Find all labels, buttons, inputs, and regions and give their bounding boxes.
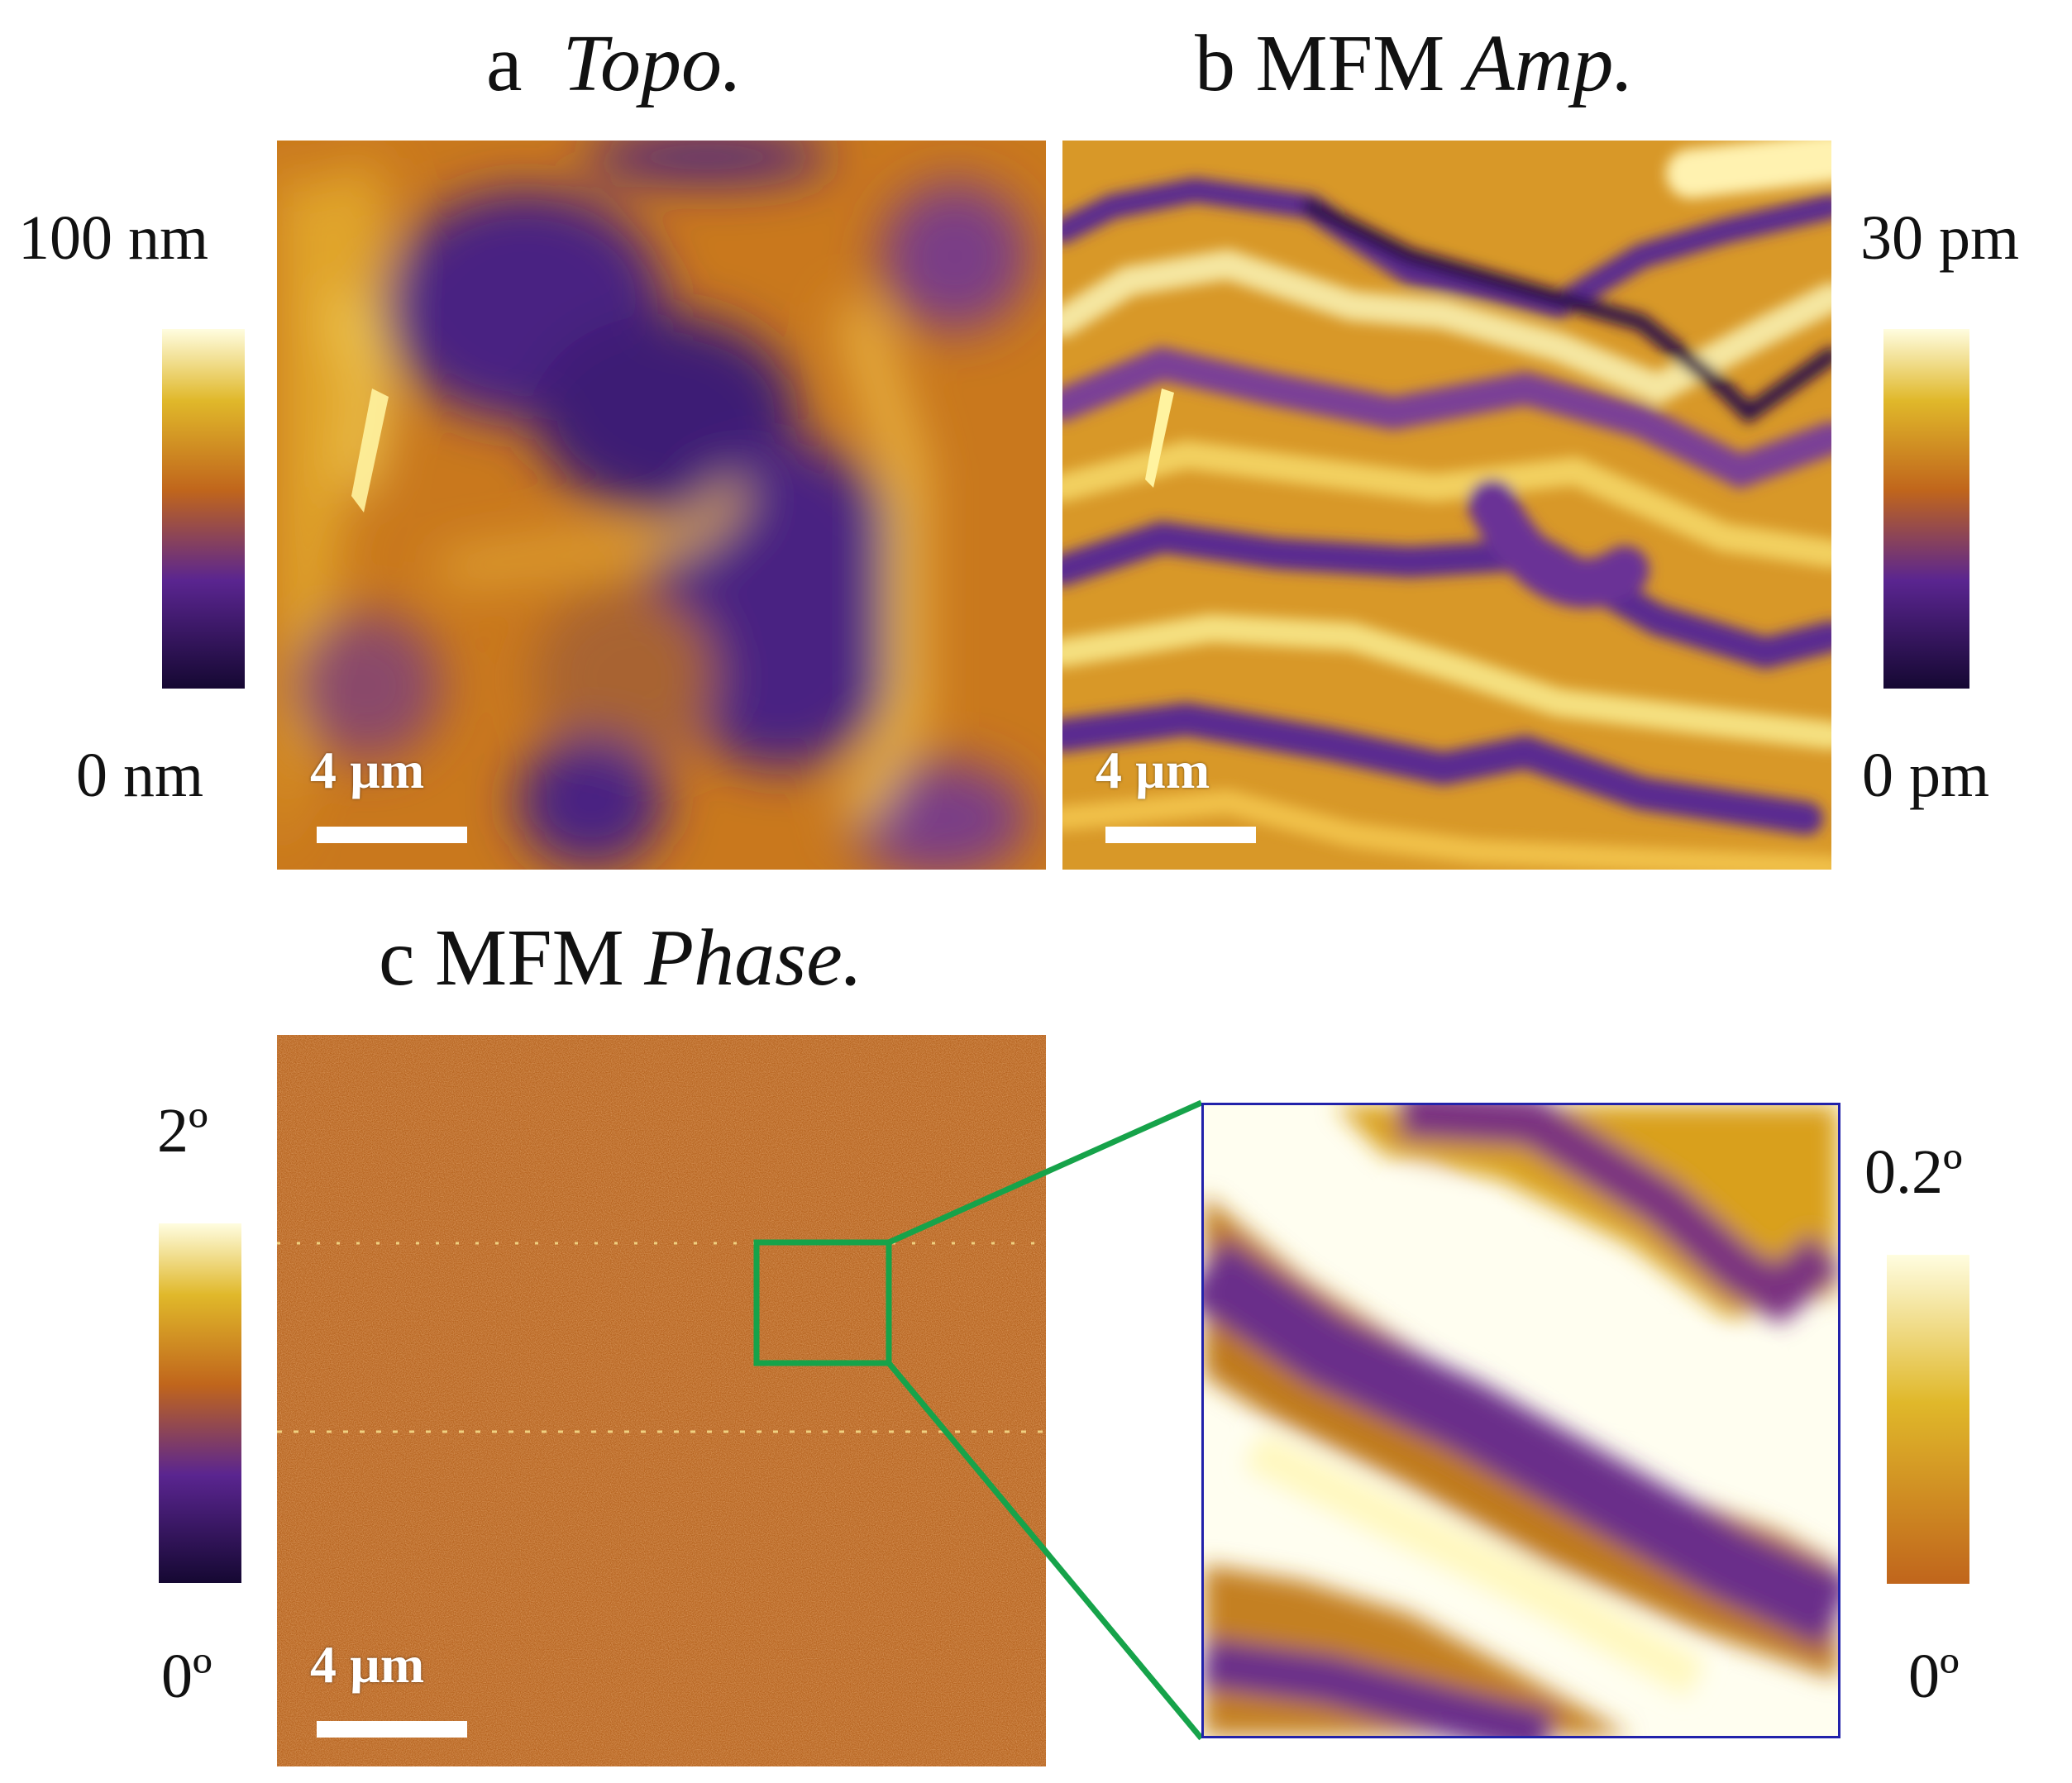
panel-c-scalebar-label: 4 µm <box>310 1635 425 1694</box>
panel-a-letter: a <box>486 19 523 108</box>
panel-b-title: b MFM Amp. <box>1195 23 1634 104</box>
panel-c-colorbar <box>159 1223 241 1583</box>
panel-b-scalebar <box>1105 827 1256 843</box>
panel-b-amplitude-image: 4 µm <box>1062 141 1831 870</box>
inset-colorbar-min: 0º <box>1908 1642 1960 1711</box>
inset-colorbar-max: 0.2º <box>1864 1137 1963 1207</box>
panel-a-topography-image: 4 µm <box>277 141 1046 870</box>
panel-c-colorbar-min: 0º <box>161 1642 212 1711</box>
panel-c-colorbar-max: 2º <box>157 1096 208 1166</box>
panel-c-scalebar <box>317 1721 467 1738</box>
panel-c-letter: c <box>379 913 415 1003</box>
panel-c-title-text: Phase. <box>644 913 863 1003</box>
panel-a-scalebar-label: 4 µm <box>310 741 425 799</box>
panel-a-title: a Topo. <box>486 23 742 104</box>
panel-c-prefix: MFM <box>435 913 624 1003</box>
panel-a-colorbar-max: 100 nm <box>18 203 209 273</box>
panel-a-scalebar <box>317 827 467 843</box>
panel-b-title-text: Amp. <box>1464 19 1634 108</box>
panel-b-colorbar-min: 0 pm <box>1862 741 1990 810</box>
panel-b-prefix: MFM <box>1255 19 1445 108</box>
panel-b-colorbar-max: 30 pm <box>1860 203 2020 273</box>
panel-b-scalebar-label: 4 µm <box>1096 741 1210 799</box>
panel-c-title: c MFM Phase. <box>379 918 862 999</box>
panel-a-colorbar <box>162 329 245 689</box>
panel-b-colorbar <box>1883 329 1969 689</box>
inset-colorbar <box>1887 1255 1969 1584</box>
panel-c-phase-image: 4 µm <box>277 1035 1046 1766</box>
panel-a-title-text: Topo. <box>562 19 742 108</box>
inset-zoom-image <box>1201 1103 1840 1738</box>
panel-b-letter: b <box>1195 19 1235 108</box>
panel-a-colorbar-min: 0 nm <box>76 741 204 810</box>
